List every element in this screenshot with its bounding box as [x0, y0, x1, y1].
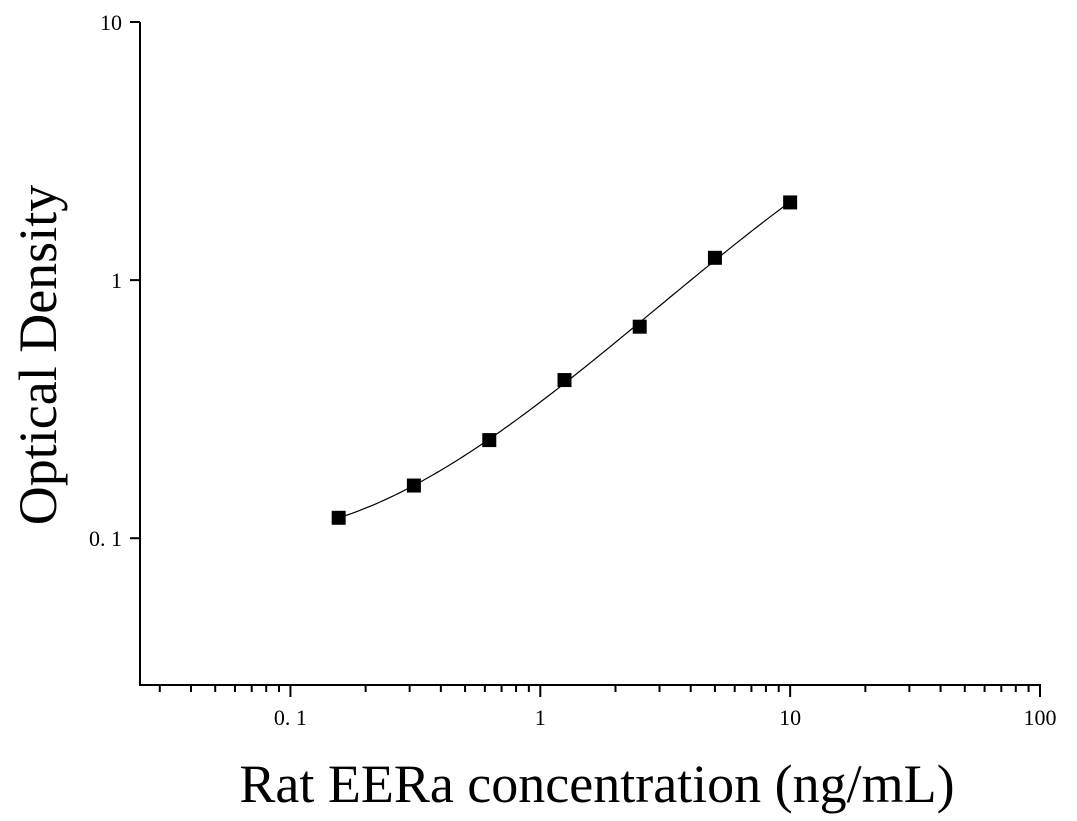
data-point-marker — [632, 319, 647, 334]
y-tick-label: 0. 1 — [89, 526, 122, 551]
data-point-marker — [406, 478, 421, 493]
y-tick-label: 10 — [100, 10, 122, 35]
axes: 0. 1 1 10 100 0. 1 1 10 — [89, 10, 1057, 730]
data-point-marker — [482, 433, 497, 448]
x-tick-label: 10 — [779, 705, 801, 730]
x-axis-title: Rat EERa concentration (ng/mL) — [239, 754, 954, 814]
x-tick-label: 100 — [1024, 705, 1057, 730]
fit-curve — [338, 201, 791, 519]
data-point-marker — [783, 195, 798, 210]
x-tick-label: 0. 1 — [274, 705, 307, 730]
fit-curve-layer — [338, 201, 791, 519]
y-tick-label: 1 — [111, 268, 122, 293]
data-point-marker — [331, 510, 346, 525]
y-axis-title: Optical Density — [8, 185, 68, 525]
x-tick-label: 1 — [535, 705, 546, 730]
data-point-marker — [707, 250, 722, 265]
data-point-marker — [557, 373, 572, 388]
data-points-layer — [331, 195, 798, 525]
